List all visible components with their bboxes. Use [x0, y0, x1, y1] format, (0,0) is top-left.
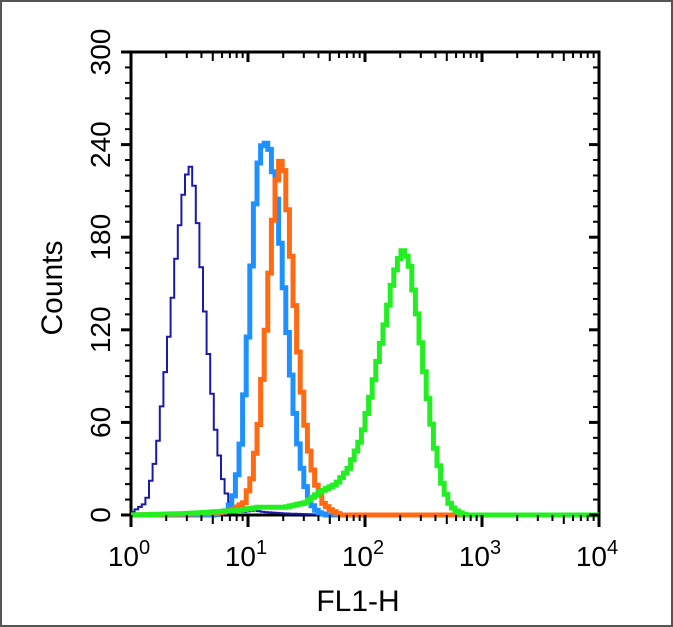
plot-area	[129, 50, 601, 517]
x-tick-label: 103	[459, 537, 501, 572]
y-tick-label: 0	[85, 507, 116, 523]
x-tick-label: 100	[108, 537, 150, 572]
series-4-line	[131, 248, 599, 518]
plot-border	[129, 50, 601, 517]
x-tick-label: 104	[576, 537, 618, 572]
series-3-line	[131, 158, 599, 518]
x-tick-label: 101	[225, 537, 267, 572]
y-tick-label: 180	[85, 214, 116, 261]
y-tick-label: 120	[85, 306, 116, 353]
series-1-line	[131, 165, 599, 516]
y-axis-title: Counts	[36, 240, 69, 335]
x-axis-title: FL1-H	[316, 585, 399, 618]
x-axis: 100 101 102 103 104	[108, 52, 618, 572]
y-tick-label: 300	[85, 29, 116, 76]
y-tick-label: 60	[85, 407, 116, 438]
series-layer	[131, 140, 599, 518]
x-tick-label: 102	[342, 537, 384, 572]
series-2-line	[131, 140, 599, 518]
y-tick-label: 240	[85, 121, 116, 168]
y-axis: 0 60 120 180 240 300	[85, 29, 599, 523]
